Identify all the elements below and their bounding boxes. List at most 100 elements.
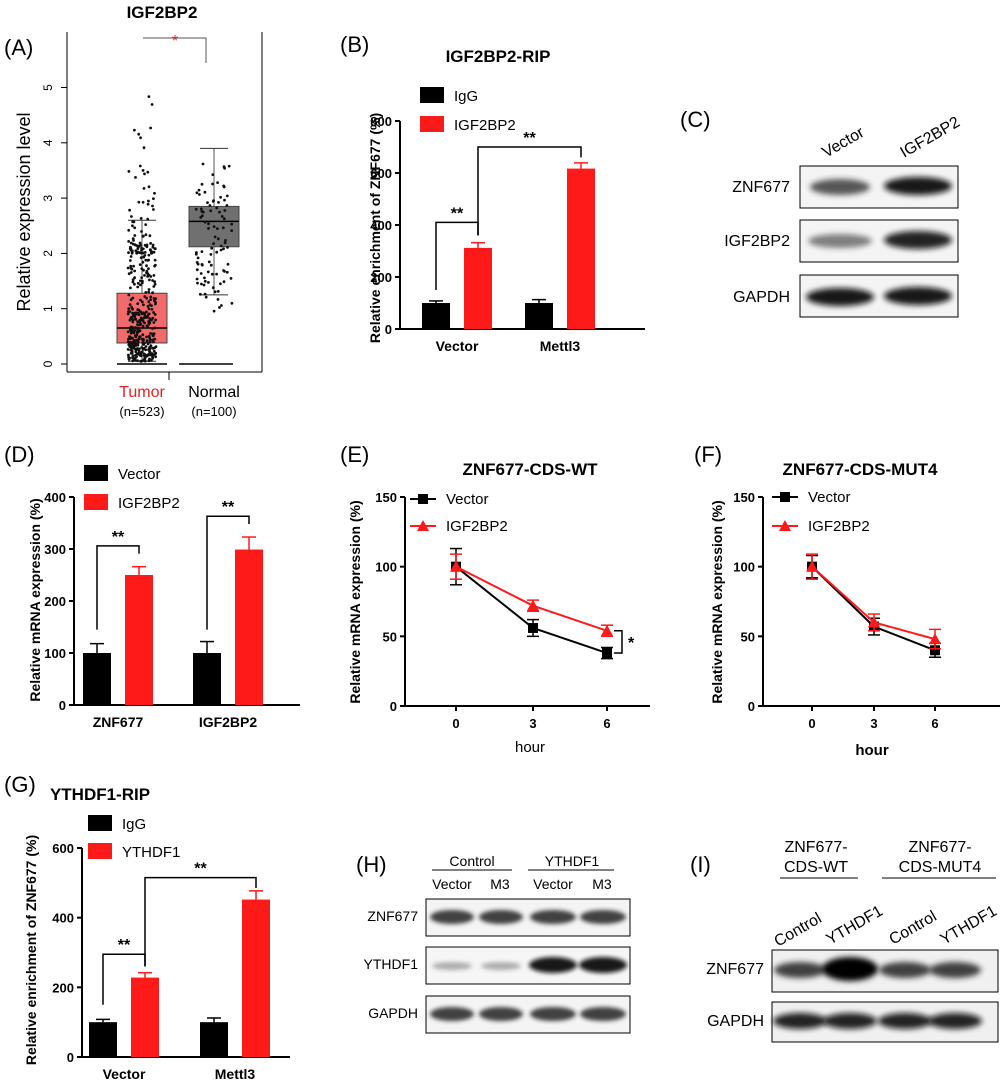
- panel-a-point: [139, 298, 142, 302]
- panel-a-point: [150, 103, 154, 106]
- panel-h-band: [430, 910, 474, 924]
- panel-c-band: [810, 179, 870, 195]
- panel-g-chart: 0 200 400 600 Vector Mettl3 ** **: [52, 841, 290, 1082]
- panel-a-point: [222, 217, 226, 221]
- panel-a-point: [149, 248, 152, 252]
- panel-a-point: [200, 210, 204, 213]
- panel-a-point: [146, 314, 150, 318]
- panel-a-point: [203, 292, 207, 296]
- panel-a-point: [128, 310, 132, 313]
- panel-g-xtick-mettl3: Mettl3: [215, 1066, 256, 1082]
- panel-f-ytick-label: 0: [748, 699, 755, 714]
- panel-i-band: [823, 1013, 877, 1029]
- panel-h-band: [481, 962, 521, 970]
- panel-i-lane-3: Control: [887, 908, 940, 949]
- panel-a-point: [151, 204, 154, 208]
- panel-a-letter: (A): [4, 35, 33, 60]
- panel-a-point: [143, 172, 146, 176]
- panel-a-point: [133, 276, 137, 280]
- panel-a-point: [133, 282, 136, 286]
- panel-i-band: [774, 962, 826, 978]
- panel-a-point: [198, 193, 201, 196]
- panel-g-legend-igg-swatch: [88, 815, 112, 831]
- panel-a-point: [145, 335, 149, 339]
- panel-h-row-gapdh: GAPDH: [368, 1005, 418, 1021]
- panel-g-legend-ythdf1: YTHDF1: [122, 844, 180, 861]
- panel-c-band: [884, 231, 952, 249]
- panel-h: (H) Control YTHDF1 Vector M3 Vector M3 Z…: [356, 852, 631, 1034]
- panel-a-point: [148, 278, 151, 282]
- panel-c-letter: (C): [680, 107, 711, 132]
- panel-a-point: [138, 263, 142, 266]
- panel-i-band: [822, 957, 878, 981]
- panel-i-lane-1: Control: [772, 910, 825, 951]
- panel-a-point: [143, 312, 147, 316]
- panel-c-band: [884, 287, 952, 305]
- panel-f: (F) ZNF677-CDS-MUT4 Relative mRNA expres…: [694, 442, 1000, 759]
- panel-a-point: [139, 136, 143, 140]
- panel-f-point-igf2bp2: [806, 560, 818, 572]
- panel-c-band: [806, 288, 874, 306]
- panel-a-point: [230, 222, 234, 226]
- panel-a-ytick-label: 3: [41, 194, 55, 201]
- panel-c: (C) Vector IGF2BP2 ZNF677 IGF2BP2 GAPDH: [680, 107, 963, 318]
- panel-a-point: [141, 279, 144, 283]
- panel-a-point: [129, 264, 133, 268]
- panel-a-point: [195, 191, 199, 195]
- panel-a-point: [153, 280, 157, 284]
- panel-a-point: [142, 352, 146, 356]
- panel-f-ytick-label: 50: [741, 629, 755, 644]
- panel-a-point: [147, 185, 151, 189]
- panel-a-point: [135, 342, 138, 346]
- panel-a-point: [152, 274, 156, 277]
- panel-a-point: [219, 244, 223, 248]
- panel-a-point: [206, 201, 209, 205]
- panel-a-point: [140, 251, 143, 255]
- panel-a-point: [200, 250, 204, 254]
- panel-a-point: [139, 256, 143, 260]
- panel-a-point: [215, 206, 219, 210]
- panel-e-legend-vector-marker: [418, 494, 428, 504]
- panel-a-ytick-label: 5: [41, 84, 55, 91]
- panel-a-point: [133, 128, 136, 132]
- panel-e-point-igf2bp2: [527, 599, 539, 611]
- panel-a-point: [195, 268, 199, 272]
- panel-d-legend-igf2bp2: IGF2BP2: [118, 495, 180, 512]
- panel-a-point: [213, 235, 217, 239]
- panel-a-point: [136, 308, 140, 311]
- panel-a-point: [135, 352, 139, 356]
- panel-b-legend-igg: IgG: [454, 88, 478, 105]
- panel-a-point: [150, 251, 153, 255]
- panel-c-band: [884, 177, 952, 195]
- panel-a-point: [128, 345, 132, 348]
- panel-a-point: [225, 204, 229, 207]
- panel-a-point: [135, 331, 139, 335]
- panel-a-point: [136, 320, 140, 323]
- panel-c-lane-vector: Vector: [820, 124, 868, 162]
- panel-e: (E) ZNF677-CDS-WT Relative mRNA expressi…: [340, 442, 650, 756]
- panel-a-point: [137, 337, 141, 341]
- panel-b-legend-igf2bp2: IGF2BP2: [454, 117, 516, 134]
- panel-a-point: [145, 243, 149, 247]
- panel-a-point: [127, 240, 130, 243]
- panel-a-point: [140, 248, 143, 252]
- panel-a-point: [207, 227, 210, 230]
- panel-a-point: [150, 308, 154, 311]
- panel-e-sig: *: [628, 635, 635, 652]
- panel-a-point: [126, 266, 130, 270]
- panel-a-point: [131, 311, 135, 315]
- panel-a-point: [133, 269, 137, 273]
- panel-a-point: [133, 226, 137, 230]
- panel-a-point: [154, 297, 158, 300]
- panel-i-band: [878, 1013, 932, 1029]
- panel-g-xtick-vector: Vector: [103, 1066, 146, 1082]
- panel-a-point: [130, 249, 134, 253]
- panel-a-point: [154, 302, 157, 306]
- panel-a-point: [152, 197, 155, 201]
- panel-d-bar-igf2bp2-znf677: [125, 575, 153, 705]
- panel-a-point: [136, 327, 140, 331]
- panel-a-point: [196, 281, 199, 285]
- panel-b-chart: 0 200 400 600 800 Vector Mettl3 ** **: [370, 114, 645, 354]
- panel-a-point: [144, 345, 148, 348]
- panel-a-yticks: 0 1 2 3 4 5: [41, 84, 67, 367]
